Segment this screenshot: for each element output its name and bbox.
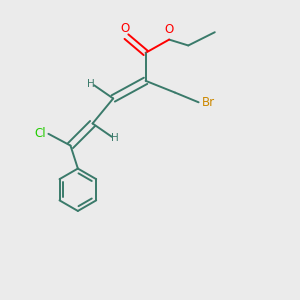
- Text: O: O: [164, 23, 174, 36]
- Text: Br: Br: [202, 96, 215, 109]
- Text: H: H: [111, 133, 119, 143]
- Text: H: H: [87, 79, 95, 89]
- Text: O: O: [120, 22, 130, 35]
- Text: Cl: Cl: [34, 127, 46, 140]
